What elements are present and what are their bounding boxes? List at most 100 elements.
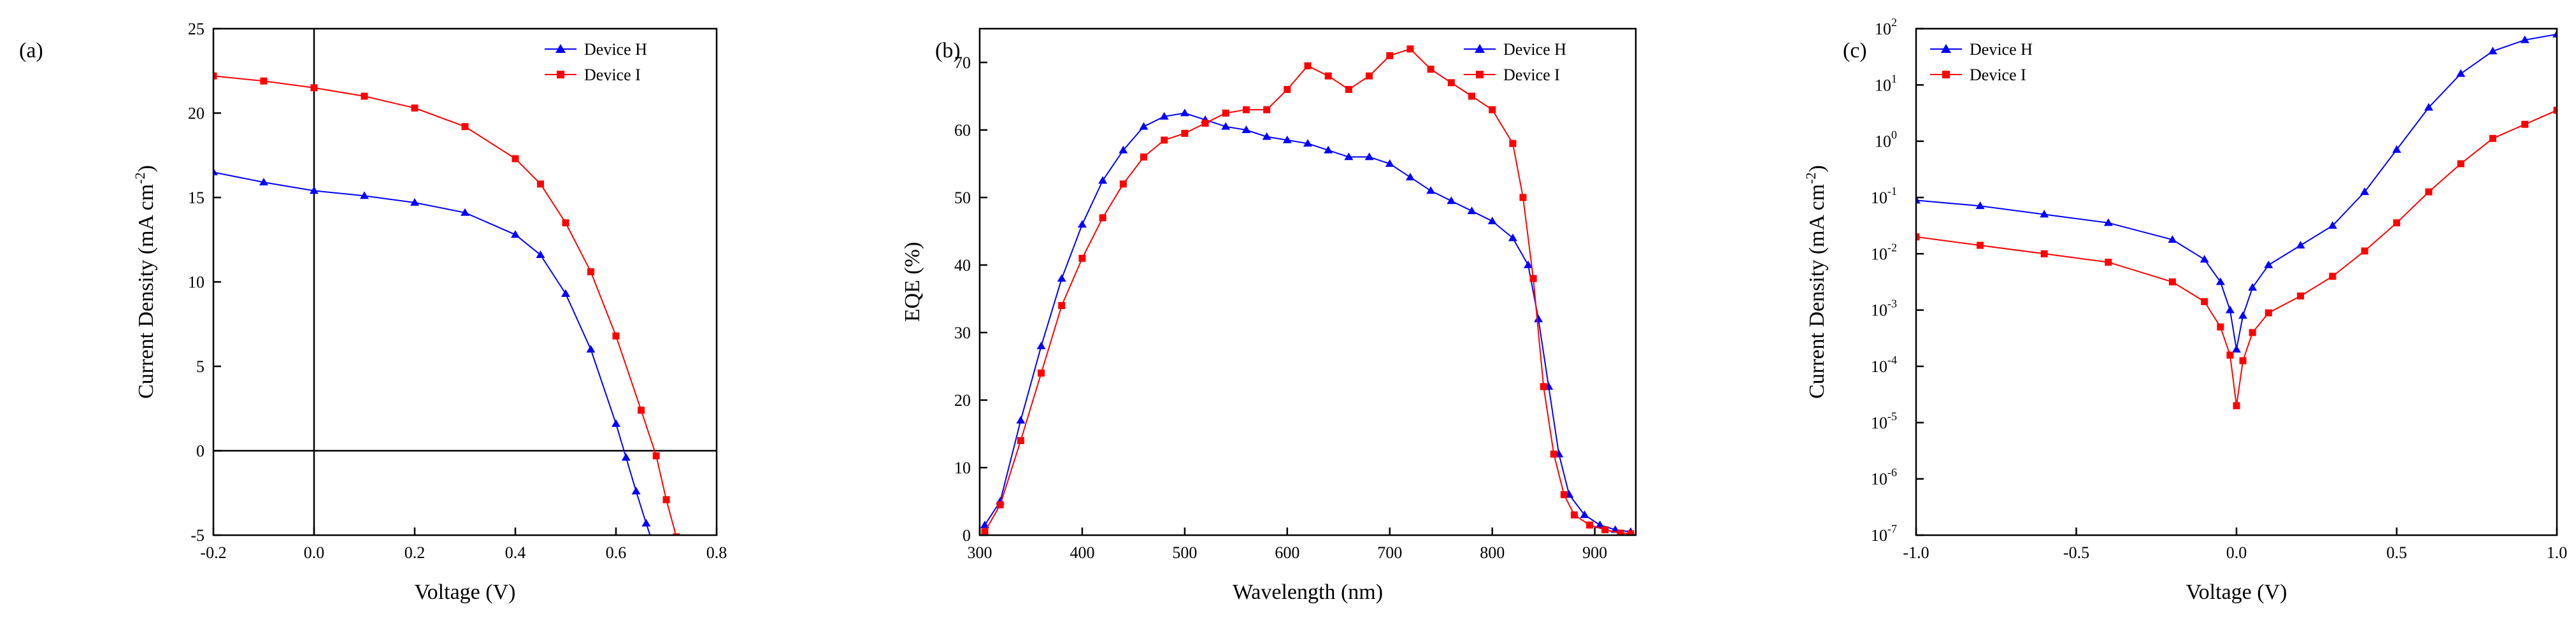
- data-point: [1304, 62, 1312, 69]
- data-point: [1586, 521, 1594, 529]
- x-tick-label: 1.0: [2547, 543, 2568, 562]
- y-tick-label: -5: [190, 526, 204, 545]
- data-point: [1038, 370, 1045, 377]
- data-point: [2296, 241, 2305, 248]
- data-point: [1180, 108, 1189, 117]
- data-point: [2329, 273, 2336, 280]
- y-tick-label: 15: [188, 189, 204, 207]
- x-tick-label: 400: [1070, 543, 1094, 562]
- x-tick-label: 700: [1377, 543, 1402, 562]
- data-point: [1303, 139, 1312, 147]
- data-point: [1550, 450, 1557, 458]
- data-point: [2168, 278, 2176, 285]
- data-point: [1364, 152, 1374, 161]
- data-point: [1916, 233, 1920, 241]
- data-point: [410, 197, 419, 206]
- data-point: [213, 72, 217, 80]
- data-point: [1487, 217, 1497, 224]
- data-point: [512, 155, 519, 162]
- data-point: [561, 289, 570, 297]
- data-point: [1529, 275, 1537, 282]
- data-point: [1508, 233, 1517, 241]
- y-tick-label: 10-5: [1871, 410, 1897, 432]
- panel-c: -1.0 -0.5 0.0 0.5 1.0 10-7 10-6 10-5 10-4 10-3 10-…: [1803, 16, 2567, 604]
- x-tick-label: 300: [968, 543, 992, 562]
- data-point: [537, 180, 544, 188]
- series-line-device-i: [1916, 110, 2557, 406]
- data-point: [310, 84, 318, 92]
- data-point: [2248, 283, 2258, 291]
- data-point: [461, 208, 469, 216]
- data-point: [1284, 85, 1291, 93]
- panel-a: -0.2 0.0 0.2 0.4 0.6 0.8 -5 0 5 10 15 20 25 Voltage (…: [19, 20, 727, 604]
- y-tick-label: 60: [954, 121, 971, 140]
- y-tick-label: 10-7: [1871, 522, 1897, 545]
- data-point: [2105, 259, 2112, 266]
- data-point: [1058, 302, 1066, 310]
- data-point: [2225, 305, 2235, 313]
- y-tick-label: 70: [954, 54, 971, 72]
- x-tick-label: 0.5: [2386, 543, 2407, 562]
- data-point: [2168, 235, 2177, 243]
- data-point: [1161, 136, 1168, 144]
- data-point: [1181, 129, 1189, 137]
- data-point: [1140, 153, 1147, 161]
- data-point: [461, 123, 469, 131]
- data-point: [1534, 314, 1543, 322]
- data-point: [2217, 323, 2224, 331]
- data-point: [1601, 526, 1609, 534]
- data-point: [1570, 511, 1578, 519]
- data-point: [1139, 122, 1148, 130]
- y-tick-label: 20: [954, 391, 971, 410]
- plot-frame: [1915, 27, 2558, 536]
- legend-marker: [1476, 71, 1484, 78]
- data-point: [1078, 254, 1086, 262]
- data-point: [361, 92, 368, 100]
- data-point: [2520, 35, 2529, 43]
- legend-marker: [1475, 44, 1485, 53]
- data-point: [2553, 106, 2557, 114]
- panel-b: 300 400 500 600 700 800 900 0 10 20 30 40 50 60 70 Wave…: [901, 27, 1637, 604]
- legend-label: Device H: [1970, 40, 2033, 59]
- data-point: [2361, 247, 2368, 255]
- legend-label: Device I: [1970, 66, 2026, 84]
- data-point: [1447, 79, 1455, 87]
- data-point: [1159, 111, 1169, 120]
- data-point: [1447, 196, 1456, 205]
- data-point: [2393, 219, 2400, 227]
- y-tick-label: 102: [1875, 16, 1897, 38]
- data-point: [2103, 218, 2113, 226]
- data-point: [673, 533, 680, 535]
- legend-label: Device I: [1503, 66, 1560, 84]
- data-point: [1099, 214, 1106, 222]
- y-tick-label: 10-4: [1871, 354, 1897, 376]
- data-point: [1201, 119, 1209, 127]
- data-point: [1098, 176, 1108, 184]
- data-point: [996, 501, 1004, 508]
- data-point: [1386, 52, 1394, 59]
- data-point: [2200, 255, 2209, 263]
- y-tick-label: 5: [196, 357, 204, 376]
- x-axis-label: Wavelength (nm): [1233, 580, 1383, 604]
- data-point: [1975, 201, 1985, 210]
- x-tick-label: 0.0: [304, 543, 325, 562]
- data-point: [587, 268, 594, 276]
- data-point: [1221, 122, 1231, 130]
- data-point: [612, 332, 620, 340]
- data-point: [213, 168, 218, 176]
- data-point: [641, 519, 651, 527]
- data-point: [2425, 188, 2433, 196]
- data-point: [631, 487, 641, 494]
- data-point: [1242, 106, 1250, 113]
- data-point: [2328, 221, 2337, 229]
- x-tick-label: 900: [1582, 543, 1607, 562]
- x-tick-label: 0.6: [606, 543, 627, 562]
- data-point: [1405, 173, 1415, 181]
- x-tick-label: 800: [1480, 543, 1505, 562]
- data-point: [2226, 351, 2234, 359]
- data-point: [1426, 186, 1436, 194]
- y-axis-label: Current Density (mA cm-2): [1803, 165, 1829, 399]
- x-tick-label: 500: [1172, 543, 1197, 562]
- data-point: [1540, 383, 1547, 391]
- data-point: [1617, 529, 1624, 535]
